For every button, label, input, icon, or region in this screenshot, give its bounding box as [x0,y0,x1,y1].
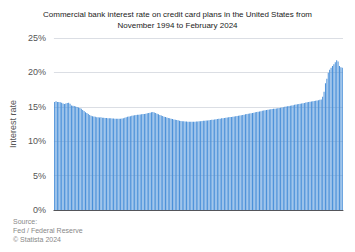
svg-text:10%: 10% [28,136,46,146]
svg-text:15%: 15% [28,102,46,112]
svg-text:25%: 25% [28,33,46,43]
svg-text:Fed / Federal Reserve: Fed / Federal Reserve [13,227,83,234]
svg-text:Interest rate: Interest rate [8,100,18,148]
svg-text:November 1994 to February 2024: November 1994 to February 2024 [117,21,238,30]
svg-text:Commercial bank interest rate: Commercial bank interest rate on credit … [43,10,312,19]
svg-text:5%: 5% [33,171,46,181]
svg-text:© Statista 2024: © Statista 2024 [13,236,61,243]
svg-text:Source:: Source: [13,218,37,225]
svg-text:20%: 20% [28,67,46,77]
svg-text:0%: 0% [33,205,46,215]
